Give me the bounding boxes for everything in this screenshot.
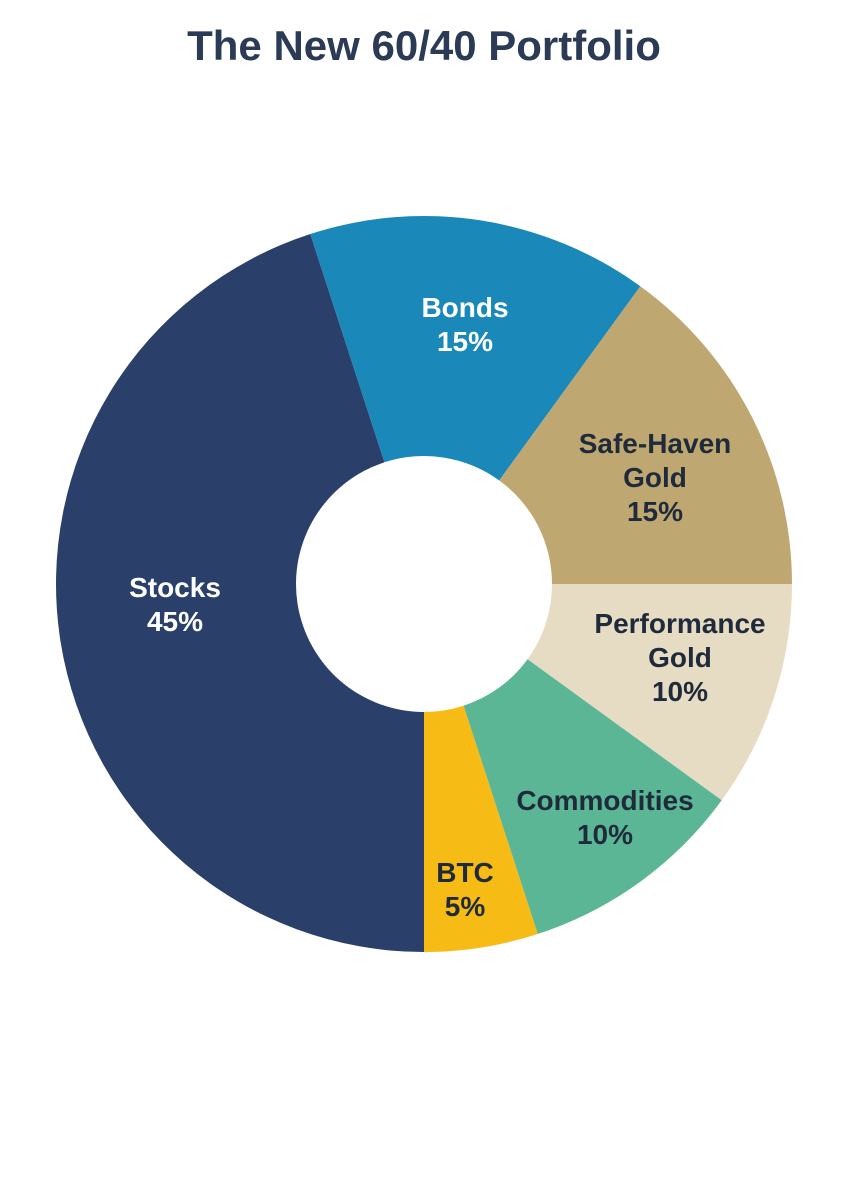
donut-segment	[56, 234, 425, 952]
category: Stocks	[129, 572, 221, 603]
segment-label: Performance Gold 10%	[580, 607, 780, 709]
value-label: 10%	[651, 676, 709, 707]
chart-title: The New 60/40 Portfolio	[187, 22, 661, 69]
value-label: 15%	[626, 496, 684, 527]
donut-segment	[463, 659, 722, 934]
value-label: 5%	[444, 891, 486, 922]
donut-segment	[499, 286, 792, 584]
category: Safe-Haven Gold	[578, 428, 732, 493]
value-label: 15%	[436, 326, 494, 357]
value-label: 45%	[146, 606, 204, 637]
segment-label: Commodities 10%	[505, 784, 705, 852]
segment-label: Bonds 15%	[365, 291, 565, 359]
segment-label: Safe-Haven Gold 15%	[555, 427, 755, 529]
category: Performance Gold	[594, 608, 766, 673]
value-label: 10%	[576, 819, 634, 850]
category: BTC	[436, 857, 494, 888]
donut-segment	[310, 215, 641, 481]
segment-label: BTC 5%	[365, 856, 565, 924]
donut-segment	[527, 584, 792, 801]
category: Bonds	[421, 292, 509, 323]
category: Commodities	[516, 785, 694, 816]
donut-segment	[424, 705, 538, 952]
segment-label: Stocks 45%	[75, 571, 275, 639]
